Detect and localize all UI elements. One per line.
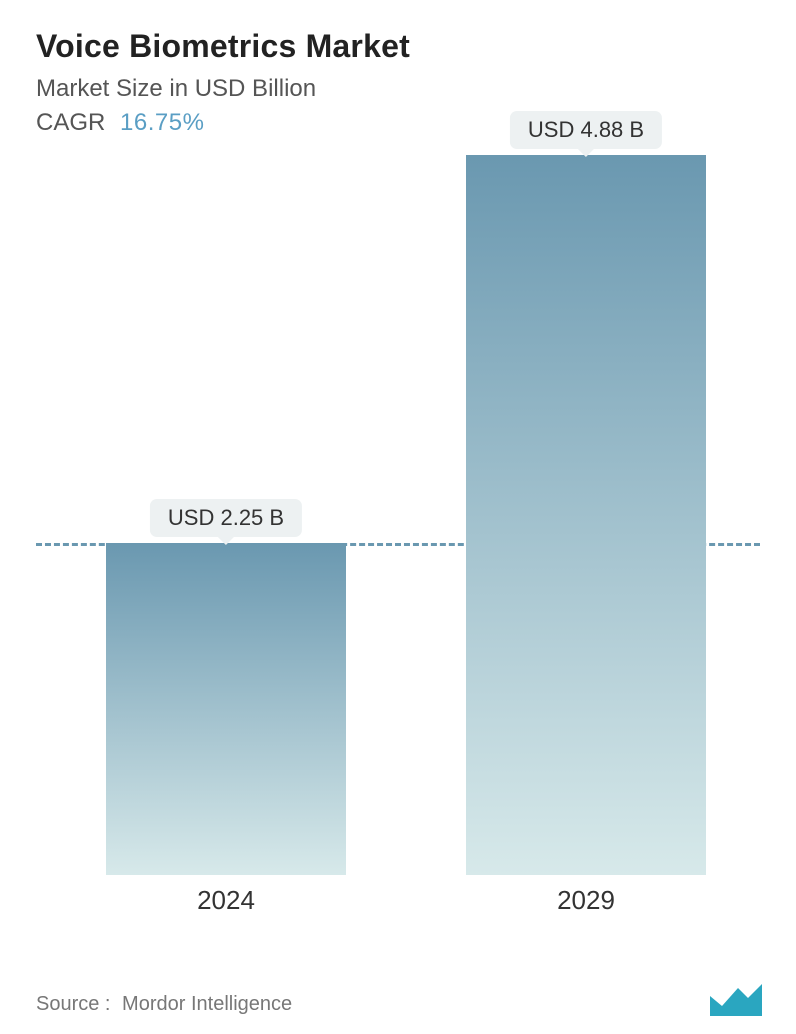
bar-fill xyxy=(466,155,706,875)
x-axis-labels: 2024 2029 xyxy=(36,885,760,925)
chart-title: Voice Biometrics Market xyxy=(36,28,760,65)
chart-subtitle: Market Size in USD Billion xyxy=(36,75,760,103)
bar-2024: USD 2.25 B xyxy=(106,543,346,875)
bar-2029: USD 4.88 B xyxy=(466,155,706,875)
mordor-logo-icon xyxy=(708,978,764,1018)
chart-area: USD 2.25 B USD 4.88 B 2024 2029 xyxy=(36,155,760,1014)
x-label: 2029 xyxy=(557,885,615,916)
source-label: Source : xyxy=(36,993,110,1015)
plot-region: USD 2.25 B USD 4.88 B xyxy=(36,155,760,875)
value-label: USD 2.25 B xyxy=(150,499,302,537)
source-footer: Source : Mordor Intelligence xyxy=(36,993,292,1016)
source-name: Mordor Intelligence xyxy=(122,993,292,1015)
chart-container: Voice Biometrics Market Market Size in U… xyxy=(0,0,796,1034)
x-label: 2024 xyxy=(197,885,255,916)
bar-fill xyxy=(106,543,346,875)
cagr-value: 16.75% xyxy=(120,109,204,136)
value-label: USD 4.88 B xyxy=(510,111,662,149)
cagr-label: CAGR xyxy=(36,109,105,136)
